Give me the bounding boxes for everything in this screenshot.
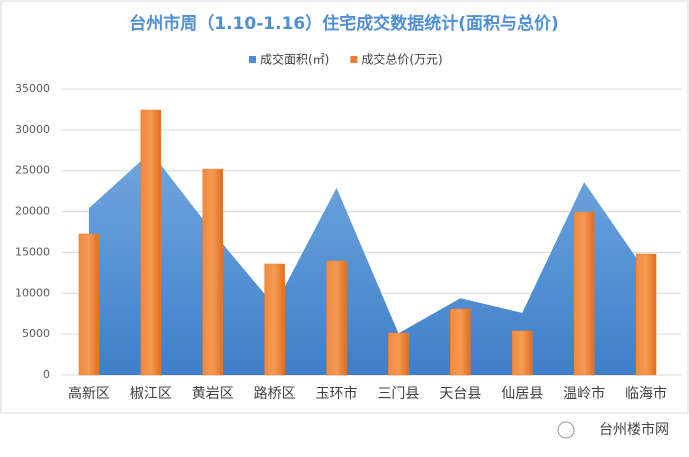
legend-swatch <box>350 56 358 63</box>
bar <box>635 253 657 376</box>
bar <box>326 260 347 376</box>
area <box>88 151 647 375</box>
legend-swatch <box>249 56 256 63</box>
x-tick-label: 高新区 <box>68 385 110 402</box>
y-tick-label: 25000 <box>15 164 50 177</box>
x-tick-label: 玉环市 <box>316 385 358 402</box>
y-tick-label: 35000 <box>15 82 50 95</box>
bar <box>202 168 223 376</box>
y-tick-label: 0 <box>43 368 50 381</box>
bar <box>78 233 100 376</box>
watermark-icon <box>557 421 575 439</box>
x-tick-label: 临海市 <box>625 385 667 402</box>
y-tick-label: 15000 <box>15 245 50 258</box>
x-tick-label: 黄岩区 <box>192 385 234 402</box>
x-tick-label: 椒江区 <box>130 386 172 402</box>
x-tick-label: 路桥区 <box>254 386 296 402</box>
bar <box>512 330 533 376</box>
bar <box>450 308 471 376</box>
watermark: 台州楼市网 <box>599 421 669 438</box>
x-tick-label: 温岭市 <box>563 385 605 402</box>
x-tick-label: 天台县 <box>439 386 481 402</box>
y-tick-label: 20000 <box>15 205 50 218</box>
legend-label: 成交总价(万元) <box>361 52 442 67</box>
x-tick-label: 仙居县 <box>501 386 543 402</box>
chart-title: 台州市周（1.10-1.16）住宅成交数据统计(面积与总价) <box>129 13 558 34</box>
y-tick-label: 10000 <box>15 286 50 299</box>
x-tick-label: 三门县 <box>377 386 419 402</box>
bar <box>388 332 409 376</box>
y-tick-label: 30000 <box>15 123 50 136</box>
legend-label: 成交面积(㎡) <box>260 52 329 67</box>
bar <box>140 109 162 376</box>
y-tick-label: 5000 <box>22 327 50 340</box>
legend: 成交面积(㎡) 成交总价(万元) <box>249 52 443 67</box>
bar <box>573 211 595 376</box>
bar <box>264 263 285 376</box>
